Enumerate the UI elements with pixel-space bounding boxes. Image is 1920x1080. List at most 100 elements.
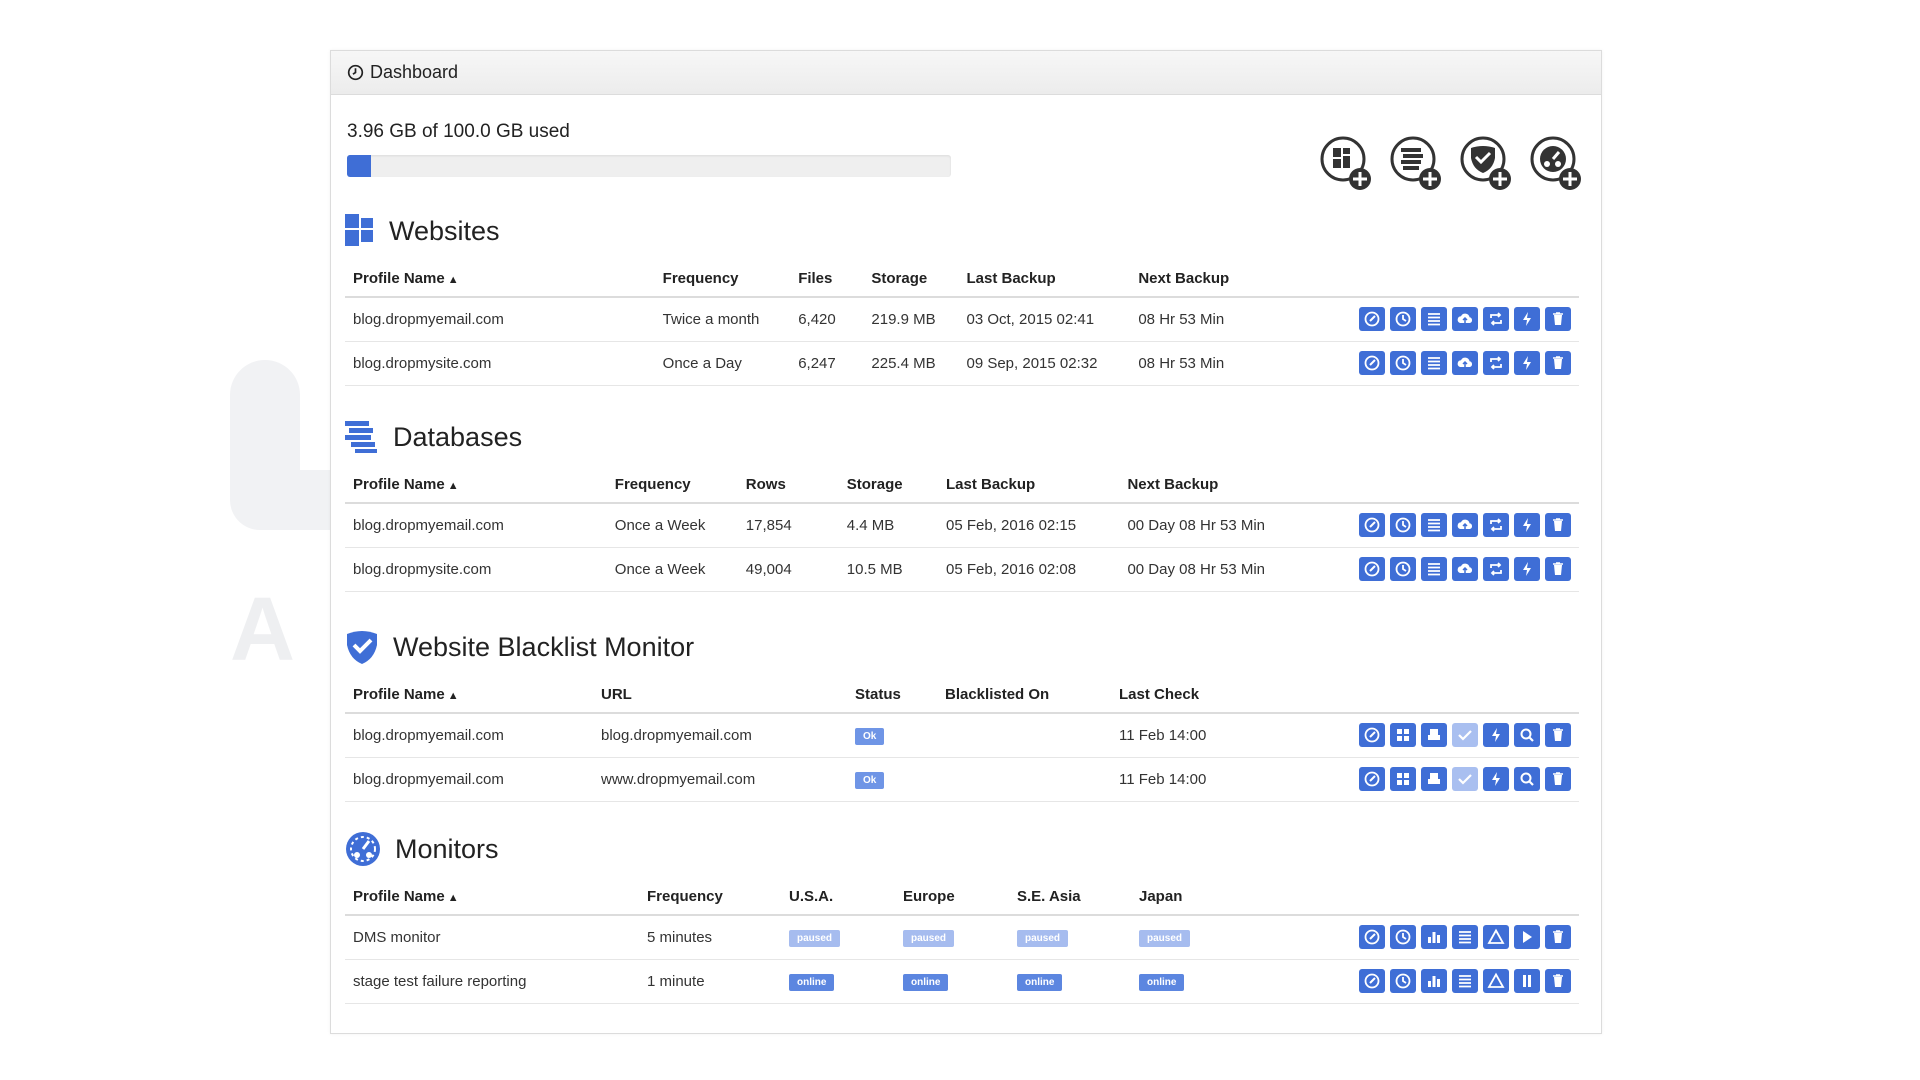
sync-button[interactable] [1483, 513, 1509, 538]
print-button[interactable] [1421, 723, 1447, 748]
sync-button[interactable] [1483, 307, 1509, 332]
table-row: blog.dropmyemail.com www.dropmyemail.com… [345, 757, 1579, 802]
add-monitor-button[interactable] [1529, 135, 1583, 193]
list-button[interactable] [1421, 557, 1447, 581]
trash-icon [1553, 312, 1563, 326]
trash-button[interactable] [1545, 513, 1571, 538]
profile-name[interactable]: blog.dropmysite.com [345, 547, 607, 592]
flash-button[interactable] [1514, 557, 1540, 581]
search-icon [1520, 772, 1534, 786]
schedule-button[interactable] [1390, 557, 1416, 581]
row-actions [1331, 959, 1579, 1004]
flash-button[interactable] [1514, 307, 1540, 332]
storage-usage-text: 3.96 GB of 100.0 GB used [347, 121, 570, 142]
bar-chart-button[interactable] [1421, 925, 1447, 950]
edit-button[interactable] [1359, 723, 1385, 748]
row-actions [1346, 297, 1579, 342]
profile-name[interactable]: blog.dropmyemail.com [345, 297, 655, 342]
trash-button[interactable] [1545, 557, 1571, 581]
profile-name[interactable]: stage test failure reporting [345, 959, 639, 1004]
flash-icon [1523, 312, 1531, 327]
grid-button[interactable] [1390, 723, 1416, 748]
schedule-button[interactable] [1390, 925, 1416, 950]
print-icon [1428, 729, 1440, 741]
bar-chart-button[interactable] [1421, 969, 1447, 993]
schedule-button[interactable] [1390, 513, 1416, 538]
profile-name[interactable]: blog.dropmyemail.com [345, 757, 593, 802]
list-button[interactable] [1421, 307, 1447, 332]
table-row: blog.dropmysite.com Once a Day 6,247 225… [345, 341, 1579, 386]
add-website-button[interactable] [1319, 135, 1373, 193]
check-button[interactable] [1452, 723, 1478, 748]
rows-count: 17,854 [737, 503, 839, 548]
edit-button[interactable] [1359, 767, 1385, 791]
list-button[interactable] [1421, 513, 1447, 538]
trash-icon [1553, 518, 1563, 532]
grid-button[interactable] [1390, 767, 1416, 791]
edit-button[interactable] [1359, 351, 1385, 375]
add-database-button[interactable] [1389, 135, 1443, 193]
url: www.dropmyemail.com [593, 757, 847, 802]
flash-button[interactable] [1483, 723, 1509, 748]
edit-button[interactable] [1359, 513, 1385, 538]
list-button[interactable] [1421, 351, 1447, 375]
check-button[interactable] [1452, 767, 1478, 791]
edit-button[interactable] [1359, 307, 1385, 332]
database-add-icon [1390, 136, 1441, 190]
pause-button[interactable] [1514, 969, 1540, 993]
databases-icon [345, 421, 377, 453]
flash-button[interactable] [1514, 351, 1540, 375]
search-button[interactable] [1514, 767, 1540, 791]
trash-button[interactable] [1545, 307, 1571, 332]
edit-icon [1364, 355, 1380, 371]
list-button[interactable] [1452, 969, 1478, 993]
trash-button[interactable] [1545, 351, 1571, 375]
cloud-restore-button[interactable] [1452, 307, 1478, 332]
cloud-restore-button[interactable] [1452, 557, 1478, 581]
sync-button[interactable] [1483, 557, 1509, 581]
warning-button[interactable] [1483, 969, 1509, 993]
trash-button[interactable] [1545, 925, 1571, 950]
add-blacklist-monitor-button[interactable] [1459, 135, 1513, 193]
websites-icon [345, 214, 373, 246]
flash-icon [1523, 562, 1531, 576]
list-icon [1459, 931, 1471, 944]
trash-button[interactable] [1545, 723, 1571, 748]
column-header[interactable]: Profile Name ▲ [345, 677, 593, 714]
bar-chart-icon [1428, 932, 1440, 944]
column-header[interactable]: Profile Name ▲ [345, 467, 607, 504]
website-add-icon [1320, 136, 1371, 190]
edit-button[interactable] [1359, 969, 1385, 993]
print-button[interactable] [1421, 767, 1447, 791]
profile-name[interactable]: blog.dropmyemail.com [345, 503, 607, 548]
schedule-button[interactable] [1390, 351, 1416, 375]
schedule-button[interactable] [1390, 307, 1416, 332]
grid-icon [1397, 773, 1409, 785]
schedule-button[interactable] [1390, 969, 1416, 993]
storage: 219.9 MB [863, 297, 959, 342]
cloud-restore-button[interactable] [1452, 513, 1478, 538]
column-header[interactable]: Profile Name ▲ [345, 261, 655, 298]
schedule-icon [1395, 311, 1411, 327]
profile-name[interactable]: DMS monitor [345, 915, 639, 960]
trash-icon [1553, 562, 1563, 575]
search-button[interactable] [1514, 723, 1540, 748]
flash-button[interactable] [1483, 767, 1509, 791]
list-button[interactable] [1452, 925, 1478, 950]
sync-button[interactable] [1483, 351, 1509, 375]
table-row: blog.dropmysite.com Once a Week 49,004 1… [345, 547, 1579, 592]
column-header: Next Backup [1119, 467, 1346, 504]
watermark-letter: A [230, 580, 295, 680]
edit-button[interactable] [1359, 557, 1385, 581]
profile-name[interactable]: blog.dropmyemail.com [345, 713, 593, 758]
flash-button[interactable] [1514, 513, 1540, 538]
edit-button[interactable] [1359, 925, 1385, 950]
profile-name[interactable]: blog.dropmysite.com [345, 341, 655, 386]
trash-button[interactable] [1545, 969, 1571, 993]
column-header: Files [790, 261, 864, 298]
play-button[interactable] [1514, 925, 1540, 950]
cloud-restore-button[interactable] [1452, 351, 1478, 375]
column-header[interactable]: Profile Name ▲ [345, 879, 639, 916]
trash-button[interactable] [1545, 767, 1571, 791]
warning-button[interactable] [1483, 925, 1509, 950]
